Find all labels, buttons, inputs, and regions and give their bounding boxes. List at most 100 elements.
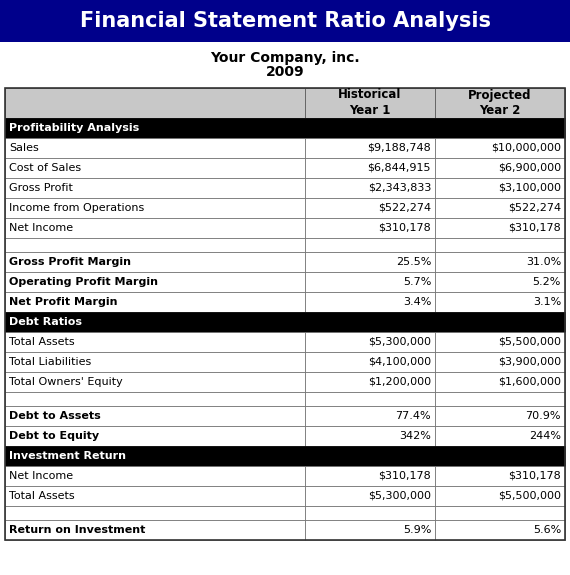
Bar: [5, 466, 304, 486]
Bar: [5, 372, 304, 392]
Text: $2,343,833: $2,343,833: [368, 183, 431, 193]
Text: Gross Profit Margin: Gross Profit Margin: [9, 257, 131, 267]
Text: 5.6%: 5.6%: [533, 525, 561, 535]
Bar: [435, 392, 565, 406]
Text: $1,600,000: $1,600,000: [498, 377, 561, 387]
Text: 5.9%: 5.9%: [403, 525, 431, 535]
Bar: [5, 218, 304, 238]
Bar: [435, 352, 565, 372]
Bar: [5, 292, 304, 312]
Text: $310,178: $310,178: [508, 471, 561, 481]
Text: 70.9%: 70.9%: [526, 411, 561, 421]
Text: $310,178: $310,178: [378, 471, 431, 481]
Text: $5,500,000: $5,500,000: [498, 337, 561, 347]
Bar: [5, 198, 304, 218]
Bar: [435, 332, 565, 352]
Bar: [304, 88, 435, 118]
Bar: [5, 446, 565, 466]
Text: Gross Profit: Gross Profit: [9, 183, 73, 193]
Text: $3,900,000: $3,900,000: [498, 357, 561, 367]
Text: 3.1%: 3.1%: [533, 297, 561, 307]
Bar: [435, 88, 565, 118]
Text: $310,178: $310,178: [378, 223, 431, 233]
Bar: [5, 118, 565, 138]
Bar: [5, 178, 304, 198]
Text: Historical
Year 1: Historical Year 1: [338, 89, 401, 117]
Text: Debt Ratios: Debt Ratios: [9, 317, 82, 327]
Text: 31.0%: 31.0%: [526, 257, 561, 267]
Bar: [435, 292, 565, 312]
Bar: [304, 218, 435, 238]
Bar: [304, 332, 435, 352]
Bar: [304, 506, 435, 520]
Text: 2009: 2009: [266, 65, 304, 79]
Text: Cost of Sales: Cost of Sales: [9, 163, 81, 173]
Text: $4,100,000: $4,100,000: [368, 357, 431, 367]
Bar: [5, 312, 565, 332]
Bar: [5, 506, 304, 520]
Bar: [304, 158, 435, 178]
Bar: [435, 178, 565, 198]
Bar: [435, 466, 565, 486]
Text: Operating Profit Margin: Operating Profit Margin: [9, 277, 158, 287]
Bar: [435, 158, 565, 178]
Bar: [304, 466, 435, 486]
Text: Projected
Year 2: Projected Year 2: [469, 89, 532, 117]
Bar: [304, 392, 435, 406]
Bar: [5, 406, 304, 426]
Bar: [5, 158, 304, 178]
Bar: [435, 238, 565, 252]
Text: Net Income: Net Income: [9, 471, 73, 481]
Text: Debt to Equity: Debt to Equity: [9, 431, 99, 441]
Text: $5,500,000: $5,500,000: [498, 491, 561, 501]
Bar: [5, 88, 565, 540]
Bar: [304, 178, 435, 198]
Text: $6,900,000: $6,900,000: [498, 163, 561, 173]
Bar: [435, 520, 565, 540]
Text: $522,274: $522,274: [508, 203, 561, 213]
Bar: [5, 252, 304, 272]
Text: 5.7%: 5.7%: [403, 277, 431, 287]
Bar: [304, 272, 435, 292]
Bar: [5, 426, 304, 446]
Bar: [304, 138, 435, 158]
Bar: [435, 218, 565, 238]
Text: 342%: 342%: [399, 431, 431, 441]
Text: $522,274: $522,274: [378, 203, 431, 213]
Text: $1,200,000: $1,200,000: [368, 377, 431, 387]
Bar: [435, 426, 565, 446]
Text: $6,844,915: $6,844,915: [368, 163, 431, 173]
Bar: [435, 406, 565, 426]
Text: Return on Investment: Return on Investment: [9, 525, 145, 535]
Text: $10,000,000: $10,000,000: [491, 143, 561, 153]
Bar: [5, 520, 304, 540]
Bar: [5, 332, 304, 352]
Bar: [304, 486, 435, 506]
Bar: [435, 198, 565, 218]
Text: Sales: Sales: [9, 143, 39, 153]
Text: Total Assets: Total Assets: [9, 491, 75, 501]
Bar: [304, 252, 435, 272]
Bar: [5, 392, 304, 406]
Bar: [304, 198, 435, 218]
Text: $5,300,000: $5,300,000: [368, 491, 431, 501]
Bar: [5, 238, 304, 252]
Text: Income from Operations: Income from Operations: [9, 203, 144, 213]
Text: 5.2%: 5.2%: [532, 277, 561, 287]
Bar: [435, 506, 565, 520]
Bar: [304, 406, 435, 426]
Text: Financial Statement Ratio Analysis: Financial Statement Ratio Analysis: [79, 11, 491, 31]
Text: Total Liabilities: Total Liabilities: [9, 357, 91, 367]
Text: Net Income: Net Income: [9, 223, 73, 233]
Bar: [5, 88, 304, 118]
Text: Debt to Assets: Debt to Assets: [9, 411, 101, 421]
Text: Total Assets: Total Assets: [9, 337, 75, 347]
Bar: [304, 426, 435, 446]
Text: $9,188,748: $9,188,748: [367, 143, 431, 153]
Text: 244%: 244%: [529, 431, 561, 441]
Bar: [435, 138, 565, 158]
Bar: [5, 352, 304, 372]
Text: Total Owners' Equity: Total Owners' Equity: [9, 377, 123, 387]
Text: Your Company, inc.: Your Company, inc.: [210, 51, 360, 65]
Bar: [435, 252, 565, 272]
